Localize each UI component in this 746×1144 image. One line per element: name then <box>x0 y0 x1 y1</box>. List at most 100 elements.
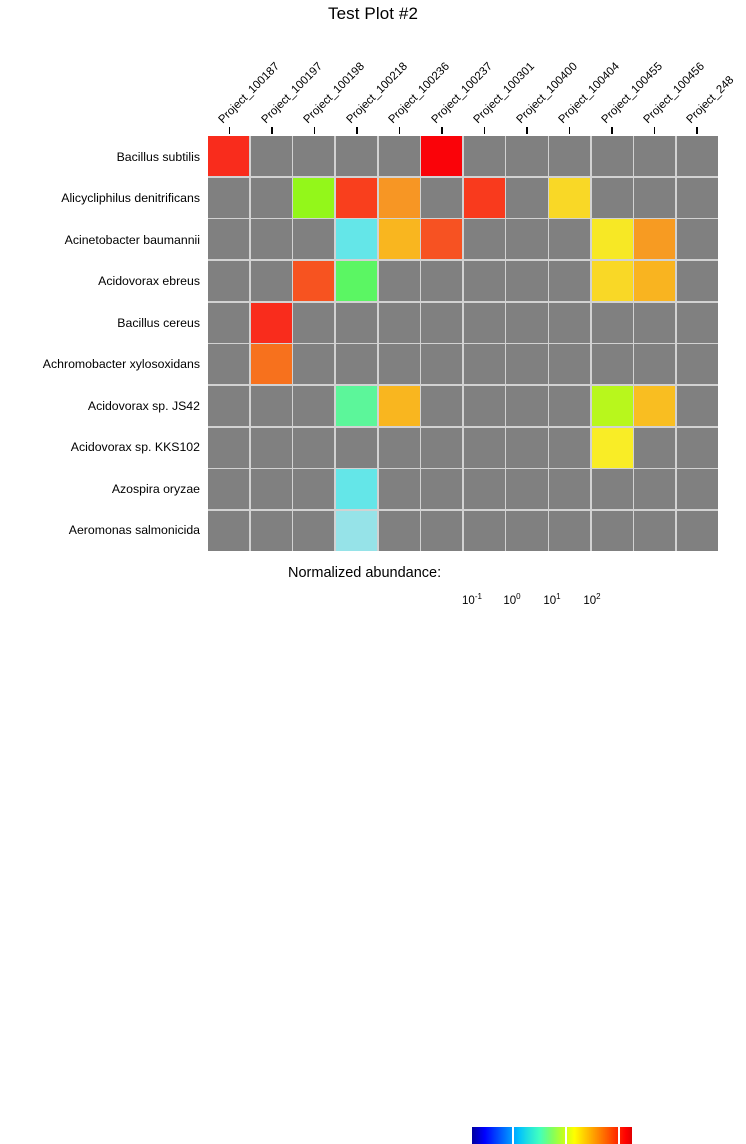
heatmap-cell[interactable] <box>591 427 633 468</box>
heatmap-cell[interactable] <box>335 136 377 177</box>
heatmap-cell[interactable] <box>335 302 377 343</box>
heatmap-cell[interactable] <box>634 385 676 427</box>
heatmap-cell[interactable] <box>634 260 676 302</box>
heatmap-cell[interactable] <box>676 260 718 302</box>
heatmap-cell[interactable] <box>250 385 292 427</box>
heatmap-cell[interactable] <box>250 177 292 218</box>
heatmap-cell[interactable] <box>208 260 250 302</box>
heatmap-cell[interactable] <box>676 302 718 343</box>
heatmap-cell[interactable] <box>421 177 463 218</box>
heatmap-cell[interactable] <box>208 219 250 260</box>
heatmap-cell[interactable] <box>335 219 377 260</box>
heatmap-cell[interactable] <box>549 344 591 385</box>
heatmap-cell[interactable] <box>208 469 250 510</box>
heatmap-cell[interactable] <box>335 385 377 427</box>
heatmap-cell[interactable] <box>293 177 335 218</box>
heatmap-cell[interactable] <box>421 219 463 260</box>
heatmap-cell[interactable] <box>378 344 420 385</box>
heatmap-cell[interactable] <box>463 344 505 385</box>
heatmap-cell[interactable] <box>378 219 420 260</box>
heatmap-cell[interactable] <box>463 510 505 551</box>
heatmap-cell[interactable] <box>463 385 505 427</box>
heatmap-cell[interactable] <box>378 510 420 551</box>
heatmap-cell[interactable] <box>506 344 548 385</box>
heatmap-cell[interactable] <box>676 344 718 385</box>
heatmap-cell[interactable] <box>591 260 633 302</box>
heatmap-cell[interactable] <box>335 469 377 510</box>
heatmap-cell[interactable] <box>634 510 676 551</box>
heatmap-cell[interactable] <box>591 344 633 385</box>
heatmap-cell[interactable] <box>293 469 335 510</box>
heatmap-cell[interactable] <box>378 385 420 427</box>
heatmap-cell[interactable] <box>634 344 676 385</box>
heatmap-cell[interactable] <box>421 427 463 468</box>
heatmap-cell[interactable] <box>676 427 718 468</box>
heatmap-cell[interactable] <box>378 260 420 302</box>
heatmap-cell[interactable] <box>208 344 250 385</box>
heatmap-cell[interactable] <box>250 510 292 551</box>
heatmap-cell[interactable] <box>549 302 591 343</box>
heatmap-cell[interactable] <box>293 219 335 260</box>
heatmap-cell[interactable] <box>250 344 292 385</box>
heatmap-cell[interactable] <box>293 510 335 551</box>
heatmap-cell[interactable] <box>463 302 505 343</box>
heatmap-cell[interactable] <box>506 260 548 302</box>
heatmap-cell[interactable] <box>378 136 420 177</box>
heatmap-cell[interactable] <box>421 469 463 510</box>
heatmap-cell[interactable] <box>591 469 633 510</box>
heatmap-cell[interactable] <box>378 469 420 510</box>
heatmap-cell[interactable] <box>421 260 463 302</box>
heatmap-cell[interactable] <box>591 302 633 343</box>
heatmap-cell[interactable] <box>634 427 676 468</box>
heatmap-cell[interactable] <box>250 260 292 302</box>
heatmap-cell[interactable] <box>293 344 335 385</box>
heatmap-cell[interactable] <box>506 302 548 343</box>
heatmap-cell[interactable] <box>549 427 591 468</box>
heatmap-cell[interactable] <box>208 177 250 218</box>
heatmap-cell[interactable] <box>549 177 591 218</box>
heatmap-cell[interactable] <box>208 427 250 468</box>
heatmap-grid[interactable] <box>208 136 718 551</box>
heatmap-cell[interactable] <box>676 385 718 427</box>
heatmap-cell[interactable] <box>506 510 548 551</box>
heatmap-cell[interactable] <box>335 427 377 468</box>
heatmap-cell[interactable] <box>634 219 676 260</box>
heatmap-cell[interactable] <box>378 177 420 218</box>
heatmap-cell[interactable] <box>250 219 292 260</box>
heatmap-cell[interactable] <box>591 219 633 260</box>
heatmap-cell[interactable] <box>293 385 335 427</box>
heatmap-cell[interactable] <box>208 510 250 551</box>
heatmap-cell[interactable] <box>676 136 718 177</box>
heatmap-cell[interactable] <box>549 469 591 510</box>
heatmap-cell[interactable] <box>378 427 420 468</box>
heatmap-cell[interactable] <box>421 136 463 177</box>
heatmap-cell[interactable] <box>506 177 548 218</box>
heatmap-cell[interactable] <box>293 136 335 177</box>
heatmap-cell[interactable] <box>676 177 718 218</box>
heatmap-cell[interactable] <box>293 427 335 468</box>
heatmap-cell[interactable] <box>506 469 548 510</box>
heatmap-cell[interactable] <box>208 302 250 343</box>
heatmap-cell[interactable] <box>421 302 463 343</box>
heatmap-cell[interactable] <box>591 136 633 177</box>
heatmap-cell[interactable] <box>463 260 505 302</box>
heatmap-cell[interactable] <box>676 219 718 260</box>
heatmap-cell[interactable] <box>506 385 548 427</box>
heatmap-cell[interactable] <box>463 469 505 510</box>
heatmap-cell[interactable] <box>676 510 718 551</box>
heatmap-cell[interactable] <box>676 469 718 510</box>
heatmap-cell[interactable] <box>335 510 377 551</box>
heatmap-cell[interactable] <box>463 136 505 177</box>
heatmap-cell[interactable] <box>293 302 335 343</box>
heatmap-cell[interactable] <box>208 385 250 427</box>
heatmap-cell[interactable] <box>250 469 292 510</box>
heatmap-cell[interactable] <box>378 302 420 343</box>
heatmap-cell[interactable] <box>549 510 591 551</box>
heatmap-cell[interactable] <box>250 427 292 468</box>
heatmap-cell[interactable] <box>463 427 505 468</box>
heatmap-cell[interactable] <box>335 344 377 385</box>
heatmap-cell[interactable] <box>208 136 250 177</box>
heatmap-cell[interactable] <box>634 177 676 218</box>
heatmap-cell[interactable] <box>335 260 377 302</box>
heatmap-cell[interactable] <box>591 177 633 218</box>
